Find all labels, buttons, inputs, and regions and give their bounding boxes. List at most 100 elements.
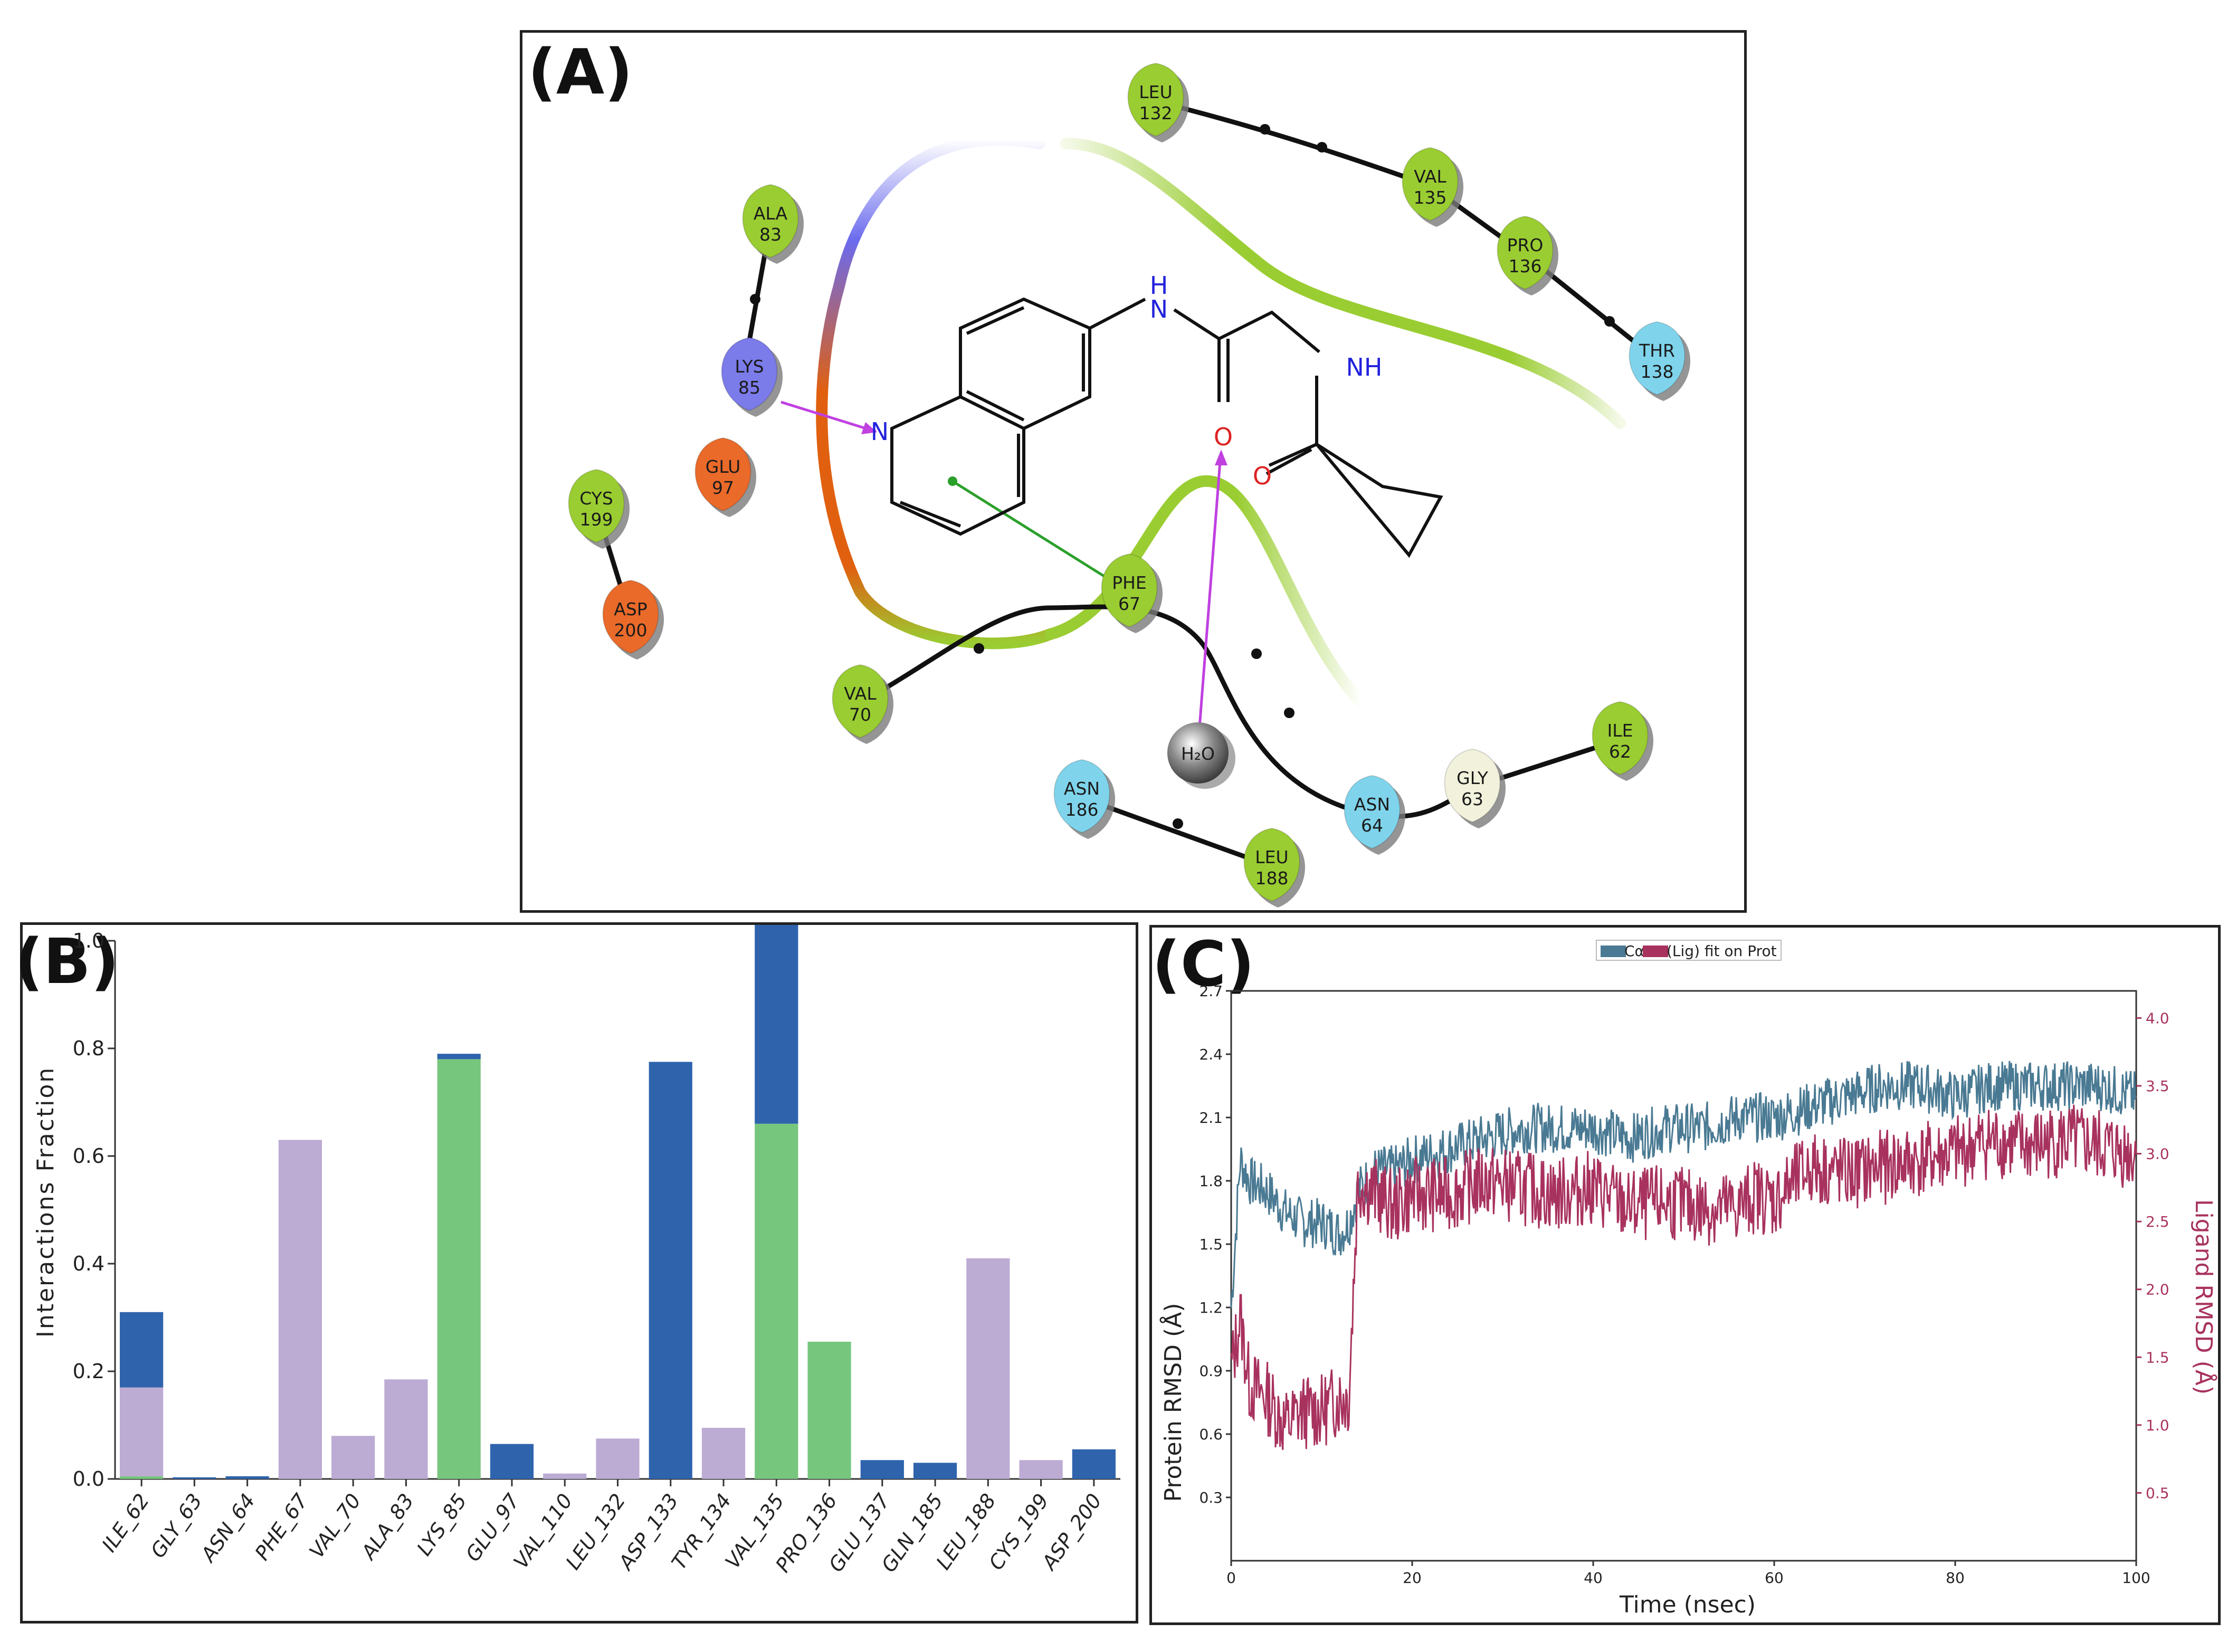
legend-box (1596, 940, 1782, 961)
bar-gln_185-water-bridges (913, 1463, 957, 1479)
x-tick-label: 80 (1946, 1569, 1965, 1587)
residue-name: PHE (1112, 572, 1147, 593)
x-tick-label: PHE_67 (250, 1489, 312, 1564)
legend-swatch-ca (1601, 946, 1626, 957)
y-tick-label: 0.4 (73, 1252, 104, 1275)
residue-number: 199 (580, 509, 613, 530)
panel-a-ligand-interaction-diagram: (A) (520, 30, 1747, 913)
y-right-tick-label: 2.5 (2146, 1213, 2169, 1230)
bar-cys_199-hydrophobic (1019, 1460, 1063, 1479)
panel-b-interactions-fraction: (B) Interactions Fraction 0.0 0.2 0.4 0.6 0.… (15, 922, 1138, 1624)
pocket-contour-top (1060, 138, 1626, 429)
residue-name: LYS (735, 356, 764, 377)
residue-name: LEU (1139, 82, 1172, 102)
residue-number: 64 (1361, 815, 1383, 836)
residue-name: THR (1639, 340, 1675, 361)
pi-stacking-phe67 (951, 480, 1130, 594)
atom-n-amide: N (1150, 295, 1168, 323)
residue-number: 70 (849, 704, 871, 725)
residue-number: 83 (759, 224, 782, 245)
atom-o-carbonyl-1: O (1214, 423, 1233, 451)
residue-name: ALA (754, 203, 788, 224)
residue-nodes: LEU132VAL135PRO136THR138ALA83LYS85CYS199… (568, 62, 1690, 908)
x-tick-label: 40 (1584, 1569, 1603, 1587)
x-tick-label: 100 (2122, 1569, 2150, 1587)
bar-gly_63-water-bridges (173, 1477, 216, 1479)
hbond-arrowhead-2 (1215, 450, 1227, 465)
panel-c-label: (C) (1152, 928, 1255, 1000)
atom-nh: NH (1346, 353, 1383, 381)
bar-chart-svg: Interactions Fraction 0.0 0.2 0.4 0.6 0.8 1.0… (32, 925, 1120, 1577)
y-right-tick-label: 1.0 (2146, 1417, 2169, 1434)
y-tick-label: 0.8 (73, 1037, 104, 1060)
residue-name: ASN (1354, 794, 1390, 815)
residue-number: 85 (738, 377, 760, 398)
x-axis-label: Time (nsec) (1619, 1591, 1756, 1618)
bar-asp_133-water-bridges (649, 1062, 692, 1479)
bar-lys_85-water-bridges (437, 1054, 481, 1059)
bar-lys_85-h-bonds (437, 1059, 481, 1479)
x-tick-label: ALA_83 (356, 1489, 418, 1565)
pocket-contour-left (816, 133, 1056, 650)
residue-number: 62 (1609, 741, 1631, 762)
hbond-arrowhead-1 (861, 422, 877, 434)
bar-val_70-hydrophobic (331, 1436, 375, 1479)
residue-name: GLU (706, 456, 740, 477)
y-left-tick-label: 0.3 (1199, 1489, 1223, 1506)
bar-ile_62-hydrophobic (120, 1387, 164, 1476)
water-label: H₂O (1181, 743, 1215, 764)
bar-val_135-water-bridges (755, 925, 798, 1124)
bar-leu_188-hydrophobic (966, 1258, 1010, 1479)
y-left-tick-label: 0.6 (1199, 1426, 1223, 1443)
ligand-diagram-svg: N H N O NH O H₂O LEU132VAL135PRO136THR13… (568, 62, 1690, 908)
residue-name: VAL (844, 683, 877, 704)
y-axis-label-left: Protein RMSD (Å) (1159, 1303, 1187, 1502)
pi-centroid (948, 476, 957, 486)
series-line-ca (1230, 1061, 2137, 1308)
y-left-tick-label: 0.9 (1199, 1362, 1223, 1380)
bar-asp_200-water-bridges (1072, 1449, 1116, 1479)
hbond-water-o (1196, 454, 1222, 748)
panel-b-label: (B) (15, 925, 119, 998)
ligand-structure (890, 297, 1443, 558)
bar-tyr_134-hydrophobic (701, 1428, 746, 1479)
residue-number: 97 (712, 478, 734, 498)
x-tick-label: ILE_62 (97, 1489, 154, 1556)
x-tick-label: LYS_85 (412, 1489, 471, 1560)
residue-name: CYS (579, 488, 613, 509)
bar-ile_62-h-bonds (120, 1476, 164, 1479)
y-right-tick-label: 3.5 (2146, 1077, 2169, 1095)
hbond-lys85-n (780, 400, 877, 433)
residue-name: PRO (1507, 235, 1544, 255)
bar-phe_67-hydrophobic (278, 1140, 322, 1479)
rmsd-chart-svg: Cα (Lig) fit on Prot Time (nsec) Protein… (1159, 940, 2218, 1618)
water-molecule (1167, 722, 1229, 784)
x-tick-label: ASN_64 (196, 1489, 260, 1567)
residue-number: 200 (614, 620, 648, 641)
y-tick-label: 0.6 (73, 1144, 104, 1168)
x-tick-label: VAL_70 (304, 1489, 365, 1562)
legend-swatch-lig (1643, 946, 1668, 957)
residue-name: LEU (1255, 847, 1288, 867)
y-left-tick-label: 1.8 (1199, 1172, 1223, 1190)
bar-pro_136-h-bonds (807, 1341, 851, 1479)
x-tick-label: 0 (1226, 1569, 1236, 1587)
residue-number: 135 (1414, 187, 1447, 208)
residue-number: 132 (1139, 103, 1173, 123)
residue-name: ASP (614, 599, 647, 619)
y-right-tick-label: 4.0 (2146, 1009, 2169, 1027)
x-tick-label: 20 (1403, 1569, 1422, 1587)
y-tick-label: 0.2 (73, 1360, 104, 1383)
residue-name: VAL (1414, 166, 1446, 187)
